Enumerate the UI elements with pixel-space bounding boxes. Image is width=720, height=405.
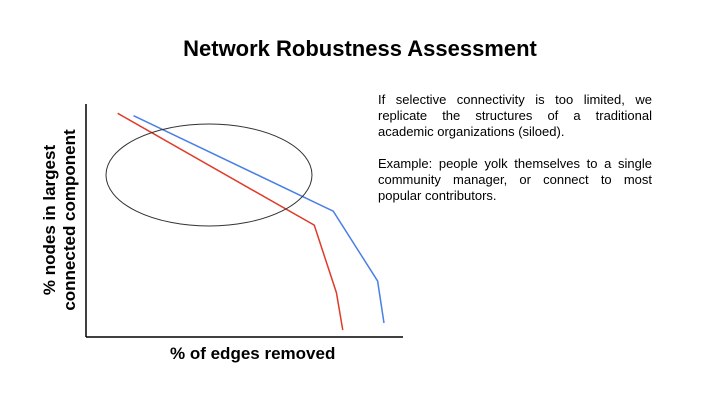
highlight-ellipse bbox=[105, 123, 313, 227]
series-line-1 bbox=[133, 114, 385, 324]
x-axis-label: % of edges removed bbox=[170, 344, 336, 363]
page-title: Network Robustness Assessment bbox=[183, 36, 537, 61]
description-text: If selective connectivity is too limited… bbox=[378, 92, 652, 220]
y-axis-label-line-2: connected component bbox=[60, 129, 79, 311]
y-axis-label: % nodes in largest connected component bbox=[40, 129, 80, 310]
paragraph-siloed: If selective connectivity is too limited… bbox=[378, 92, 652, 139]
paragraph-example: Example: people yolk themselves to a sin… bbox=[378, 156, 652, 203]
series-line-2 bbox=[117, 112, 344, 331]
y-axis-label-line-1: % nodes in largest bbox=[40, 144, 59, 296]
